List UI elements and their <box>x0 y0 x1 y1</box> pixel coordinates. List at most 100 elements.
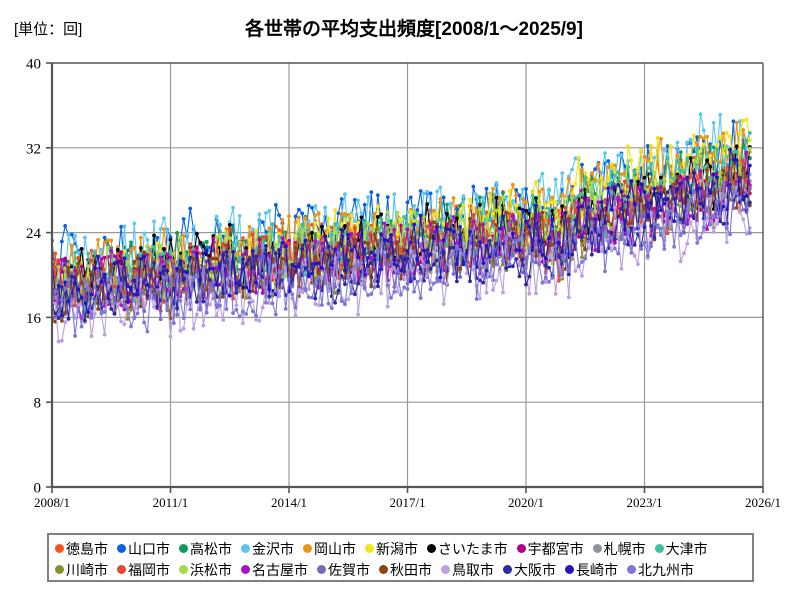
series-marker <box>517 262 522 267</box>
legend-item-福岡市[interactable]: 福岡市 <box>117 563 170 577</box>
series-marker <box>369 261 374 266</box>
series-marker <box>178 259 183 263</box>
legend-item-北九州市[interactable]: 北九州市 <box>627 563 694 577</box>
legend-item-名古屋市[interactable]: 名古屋市 <box>241 563 308 577</box>
series-marker <box>524 200 528 204</box>
legend-label: 高松市 <box>190 540 232 557</box>
series-marker <box>132 245 137 250</box>
series-marker <box>66 232 71 237</box>
series-marker <box>237 283 242 287</box>
series-marker <box>652 155 657 160</box>
series-marker <box>478 296 482 301</box>
legend-item-大阪市[interactable]: 大阪市 <box>503 563 556 577</box>
series-marker <box>724 147 729 151</box>
legend-item-札幌市[interactable]: 札幌市 <box>592 542 646 556</box>
series-marker <box>576 205 581 210</box>
series-marker <box>250 299 255 304</box>
legend-item-川崎市[interactable]: 川崎市 <box>55 563 108 577</box>
series-marker <box>352 244 357 249</box>
y-tick-label: 32 <box>26 141 41 157</box>
legend-item-鳥取市[interactable]: 鳥取市 <box>441 563 494 577</box>
series-marker <box>306 295 311 300</box>
series-marker <box>320 241 324 246</box>
legend-label: 川崎市 <box>66 561 108 578</box>
series-marker <box>642 190 647 194</box>
series-marker <box>191 253 196 257</box>
legend-item-新潟市[interactable]: 新潟市 <box>365 542 418 556</box>
legend-item-浜松市[interactable]: 浜松市 <box>179 563 232 577</box>
series-marker <box>53 311 58 316</box>
series-marker <box>395 232 400 237</box>
series-marker <box>283 307 288 311</box>
series-marker <box>695 159 700 164</box>
series-marker <box>675 140 680 145</box>
legend-item-長崎市[interactable]: 長崎市 <box>565 563 618 577</box>
series-marker <box>142 250 147 255</box>
legend-item-佐賀市[interactable]: 佐賀市 <box>317 563 370 577</box>
series-marker <box>524 208 528 213</box>
series-marker <box>375 284 380 289</box>
series-marker <box>313 204 318 208</box>
legend-item-山口市[interactable]: 山口市 <box>117 542 170 556</box>
series-marker <box>435 211 440 216</box>
series-marker <box>695 241 700 245</box>
legend-item-秋田市[interactable]: 秋田市 <box>379 563 432 577</box>
series-marker <box>629 251 634 255</box>
legend-item-岡山市[interactable]: 岡山市 <box>303 542 356 556</box>
x-tick-label: 2023/1 <box>626 495 662 510</box>
series-marker <box>59 284 64 289</box>
series-marker <box>306 232 311 237</box>
series-marker <box>543 280 548 285</box>
series-marker <box>372 285 377 290</box>
legend-label: 金沢市 <box>252 540 294 557</box>
series-marker <box>293 234 298 238</box>
legend-item-大津市[interactable]: 大津市 <box>654 542 708 556</box>
series-marker <box>747 185 752 190</box>
series-marker <box>734 191 739 196</box>
series-marker <box>599 220 604 225</box>
series-marker <box>682 177 686 182</box>
legend-item-さいたま市[interactable]: さいたま市 <box>427 542 508 556</box>
series-marker <box>583 195 588 200</box>
series-marker <box>510 264 515 269</box>
series-marker <box>76 287 81 292</box>
series-marker <box>718 160 723 165</box>
series-marker <box>102 255 107 260</box>
series-marker <box>448 214 453 219</box>
series-marker <box>589 180 594 185</box>
series-marker <box>56 316 61 321</box>
series-marker <box>142 320 147 325</box>
series-marker <box>260 305 265 310</box>
series-marker <box>586 239 591 244</box>
series-marker <box>688 220 693 224</box>
series-marker <box>287 238 291 243</box>
series-marker <box>540 280 545 285</box>
series-marker <box>744 205 749 209</box>
series-marker <box>306 287 311 292</box>
series-marker <box>168 235 173 240</box>
legend-item-宇都宮市[interactable]: 宇都宮市 <box>516 542 584 556</box>
legend-item-高松市[interactable]: 高松市 <box>179 542 232 556</box>
series-marker <box>320 235 324 239</box>
series-marker <box>178 298 183 303</box>
series-marker <box>514 193 519 198</box>
series-marker <box>464 264 469 268</box>
series-marker <box>718 219 723 224</box>
legend-item-金沢市[interactable]: 金沢市 <box>241 542 294 556</box>
series-marker <box>264 244 268 248</box>
series-marker <box>741 128 746 132</box>
series-marker <box>718 134 723 139</box>
series-marker <box>198 251 203 256</box>
legend-item-徳島市[interactable]: 徳島市 <box>55 542 108 556</box>
series-marker <box>583 171 588 175</box>
series-marker <box>181 252 186 256</box>
series-marker <box>652 186 657 191</box>
legend-marker-icon <box>365 544 374 553</box>
series-marker <box>158 271 163 276</box>
series-marker <box>589 207 594 212</box>
series-marker <box>474 297 479 301</box>
series-marker <box>563 210 568 215</box>
series-marker <box>685 241 690 246</box>
series-marker <box>517 237 522 242</box>
series-marker <box>573 195 578 200</box>
